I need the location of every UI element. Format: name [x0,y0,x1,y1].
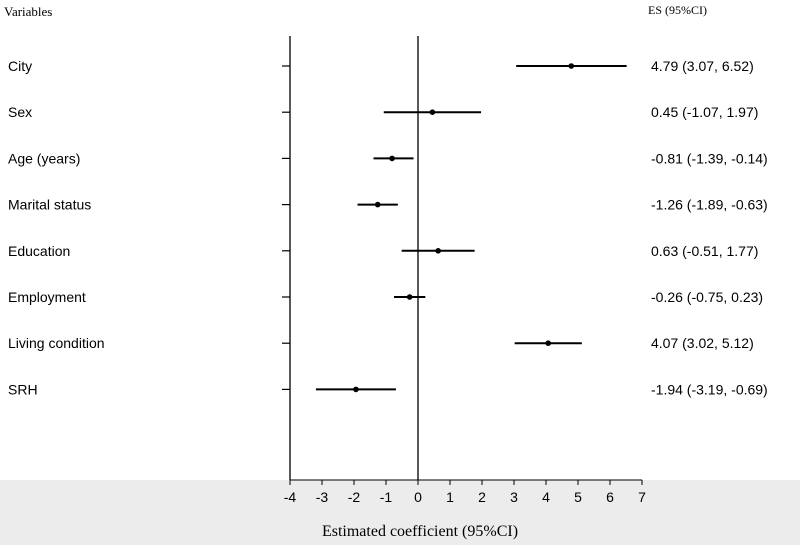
x-tick-label: 7 [638,489,646,505]
x-axis-label: Estimated coefficient (95%CI) [322,523,518,540]
x-tick-label: 0 [414,489,422,505]
estimate-point [435,248,441,254]
x-tick-label: 6 [606,489,614,505]
row-estimate-text: 4.07 (3.02, 5.12) [651,335,754,351]
x-tick-label: -3 [316,489,329,505]
header-variables: Variables [4,4,52,19]
estimate-point [568,63,575,69]
row-estimate-text: 0.45 (-1.07, 1.97) [651,104,758,120]
x-tick-label: 1 [446,489,454,505]
row-estimate-text: -0.81 (-1.39, -0.14) [651,150,768,166]
header-effect-size: ES (95%CI) [648,3,707,17]
x-tick-label: 4 [542,489,550,505]
x-tick-label: -2 [348,489,361,505]
row-estimate-text: -1.26 (-1.89, -0.63) [651,197,768,213]
x-ticks-group: -4 -3 -2 -1 0 1 2 3 4 5 6 7 [284,479,646,505]
row-label: Sex [8,104,32,120]
row-label: Marital status [8,197,91,213]
row-label: City [8,58,32,74]
x-tick-label: -4 [284,489,297,505]
x-tick-label: 3 [510,489,518,505]
estimate-point [374,201,381,208]
x-tick-label: 2 [478,489,486,505]
row-label: Employment [8,289,86,305]
x-tick-label: 5 [574,489,582,505]
estimate-point [429,109,436,115]
x-axis-band [0,480,800,545]
row-label: Living condition [8,335,105,351]
rows-group: City 4.79 (3.07, 6.52) Sex 0.45 (-1.07, 1.9… [8,58,768,397]
x-tick-label: -1 [380,489,393,505]
estimate-point [389,155,395,162]
estimate-point [545,340,552,347]
estimate-point [406,294,413,300]
row-estimate-text: 4.79 (3.07, 6.52) [651,58,754,74]
row-estimate-text: -0.26 (-0.75, 0.23) [651,289,763,305]
estimate-point [353,386,359,393]
row-estimate-text: 0.63 (-0.51, 1.77) [651,243,758,259]
row-estimate-text: -1.94 (-3.19, -0.69) [651,381,768,397]
row-label: Age (years) [8,150,80,166]
row-label: SRH [8,381,38,397]
row-label: Education [8,243,70,259]
